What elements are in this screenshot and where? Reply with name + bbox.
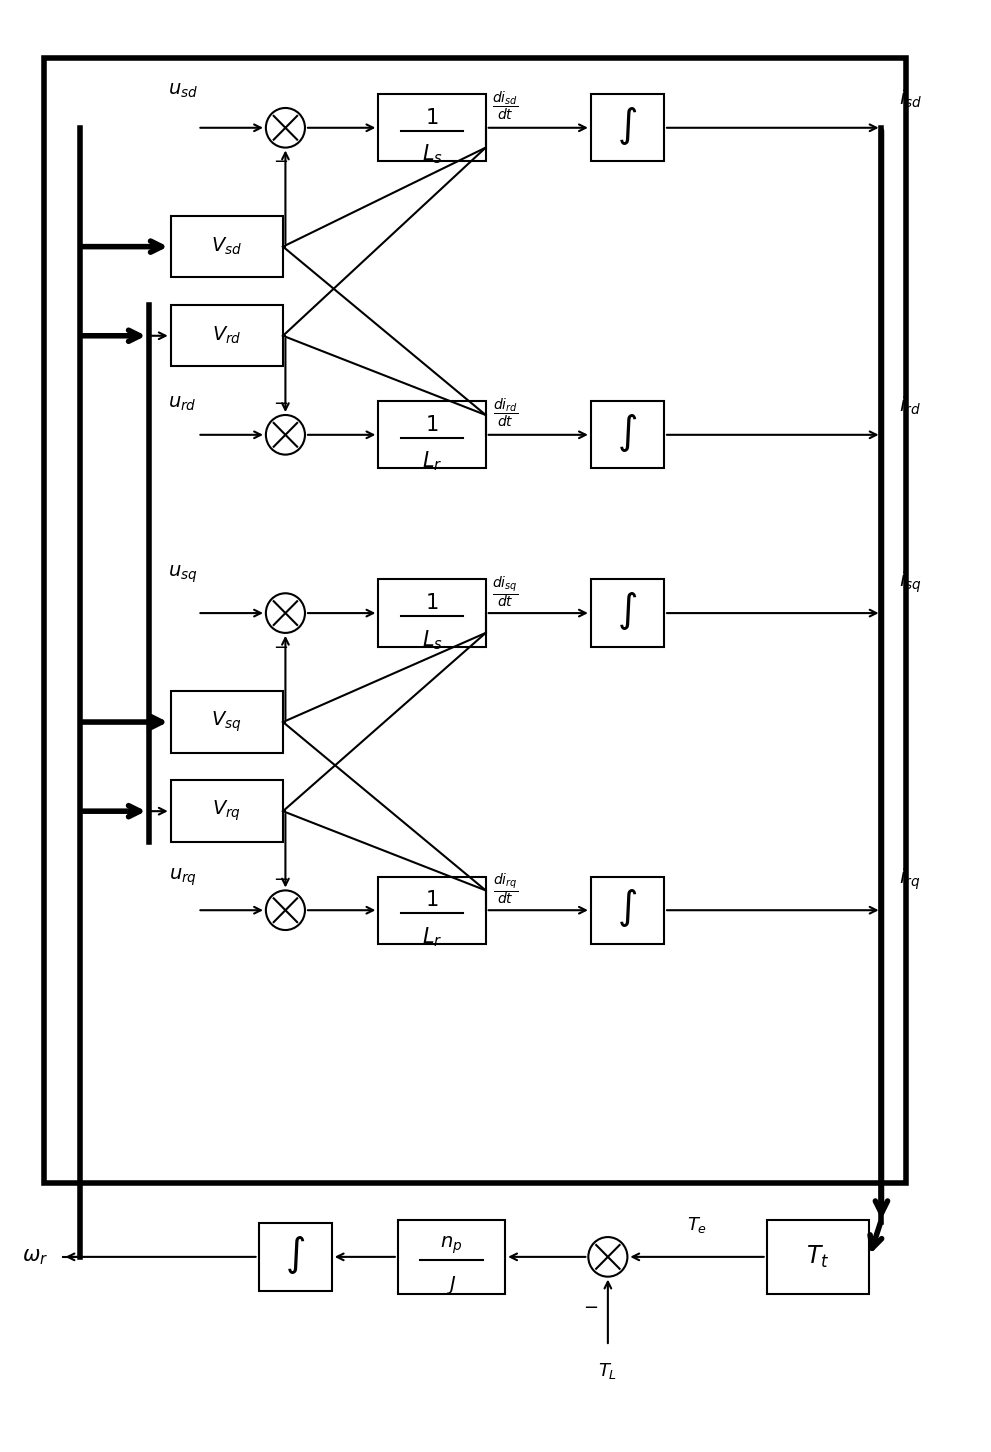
- Text: $\dfrac{di_{rq}}{dt}$: $\dfrac{di_{rq}}{dt}$: [493, 871, 518, 906]
- Text: $u_{sq}$: $u_{sq}$: [168, 563, 197, 585]
- Text: $\int$: $\int$: [617, 887, 637, 929]
- Text: $\omega_r$: $\omega_r$: [22, 1247, 48, 1268]
- Bar: [591, 579, 664, 646]
- Bar: [170, 781, 283, 842]
- Text: $u_{sd}$: $u_{sd}$: [167, 81, 198, 100]
- Text: $i_{rq}$: $i_{rq}$: [899, 867, 921, 893]
- Bar: [591, 401, 664, 469]
- Text: $\int$: $\int$: [617, 590, 637, 632]
- Text: $V_{rd}$: $V_{rd}$: [212, 325, 242, 347]
- Text: $u_{rd}$: $u_{rd}$: [168, 393, 197, 412]
- Text: $\dfrac{di_{rd}}{dt}$: $\dfrac{di_{rd}}{dt}$: [493, 396, 518, 430]
- Text: $i_{sq}$: $i_{sq}$: [899, 569, 922, 595]
- Bar: [591, 94, 664, 161]
- Circle shape: [266, 107, 305, 148]
- Text: $T_t$: $T_t$: [807, 1244, 829, 1270]
- Text: $T_L$: $T_L$: [599, 1361, 617, 1381]
- Text: $-$: $-$: [583, 1298, 598, 1316]
- Text: $L_s$: $L_s$: [421, 142, 442, 167]
- Bar: [591, 877, 664, 944]
- Text: $i_{rd}$: $i_{rd}$: [899, 395, 921, 417]
- Bar: [44, 58, 906, 1182]
- Text: $u_{rq}$: $u_{rq}$: [168, 867, 197, 889]
- Bar: [767, 1220, 869, 1294]
- Text: $1$: $1$: [425, 107, 439, 128]
- Text: $-$: $-$: [273, 637, 288, 655]
- Bar: [379, 401, 486, 469]
- Circle shape: [266, 415, 305, 454]
- Text: $1$: $1$: [425, 594, 439, 613]
- Text: $i_{sd}$: $i_{sd}$: [899, 87, 923, 110]
- Circle shape: [266, 890, 305, 931]
- Bar: [170, 305, 283, 366]
- Bar: [379, 579, 486, 646]
- Bar: [397, 1220, 505, 1294]
- Circle shape: [266, 594, 305, 633]
- Text: $\dfrac{di_{sq}}{dt}$: $\dfrac{di_{sq}}{dt}$: [493, 574, 518, 608]
- Bar: [170, 216, 283, 277]
- Text: $L_r$: $L_r$: [422, 925, 442, 948]
- Bar: [379, 877, 486, 944]
- Text: $V_{rq}$: $V_{rq}$: [212, 799, 242, 823]
- Text: $L_s$: $L_s$: [421, 629, 442, 652]
- Text: $-$: $-$: [273, 868, 288, 887]
- Bar: [170, 691, 283, 752]
- Text: $\int$: $\int$: [617, 412, 637, 454]
- Text: $-$: $-$: [273, 151, 288, 170]
- Text: $1$: $1$: [425, 890, 439, 910]
- Text: $J$: $J$: [446, 1273, 457, 1295]
- Text: $-$: $-$: [273, 393, 288, 411]
- Text: $V_{sq}$: $V_{sq}$: [211, 710, 242, 735]
- Circle shape: [589, 1237, 627, 1276]
- Text: $\int$: $\int$: [617, 105, 637, 147]
- Text: $\dfrac{di_{sd}}{dt}$: $\dfrac{di_{sd}}{dt}$: [493, 90, 518, 122]
- Text: $V_{sd}$: $V_{sd}$: [211, 237, 243, 257]
- Bar: [379, 94, 486, 161]
- Text: $L_r$: $L_r$: [422, 450, 442, 473]
- Bar: [259, 1223, 332, 1291]
- Text: $1$: $1$: [425, 415, 439, 436]
- Text: $n_p$: $n_p$: [440, 1234, 463, 1256]
- Text: $\int$: $\int$: [285, 1234, 305, 1276]
- Text: $T_e$: $T_e$: [687, 1215, 708, 1236]
